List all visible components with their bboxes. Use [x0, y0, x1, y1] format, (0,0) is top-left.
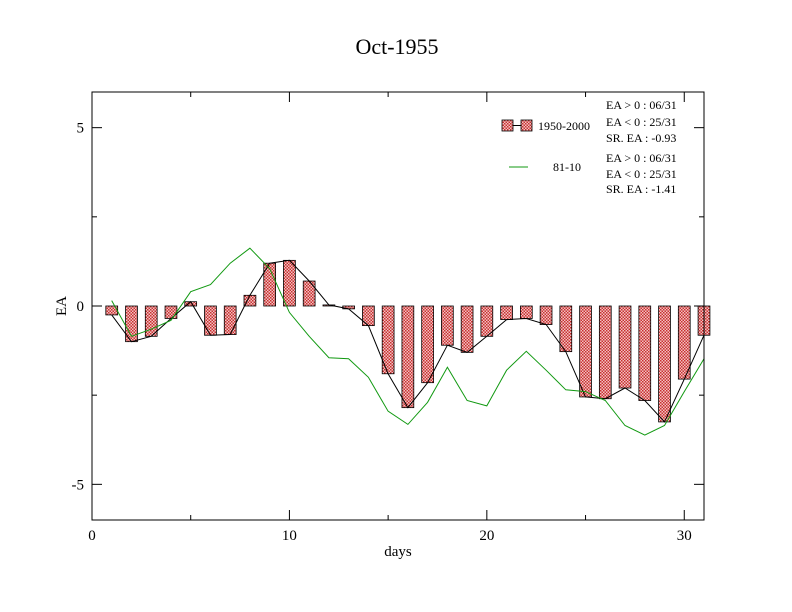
- x-tick-label-10: 10: [282, 528, 297, 544]
- stats-81-10-line1: EA > 0 : 06/31: [606, 151, 677, 165]
- bar-1950-2000-day-24: [559, 305, 573, 353]
- legend: 1950-2000 81-10 EA > 0 : 06/31 EA < 0 : …: [501, 98, 677, 196]
- stats-1950-2000-line3: SR. EA : -0.93: [606, 131, 676, 145]
- y-tick-label-5: 5: [77, 121, 85, 137]
- bar-1950-2000-day-30: [677, 305, 691, 380]
- legend-swatch-1950-2000-left: [501, 119, 514, 132]
- stats-1950-2000-line2: EA < 0 : 25/31: [606, 115, 677, 129]
- bar-1950-2000-day-19: [460, 305, 474, 353]
- x-tick-label-30: 30: [677, 528, 692, 544]
- bar-1950-2000-day-11: [302, 280, 316, 307]
- bar-1950-2000-day-18: [441, 305, 454, 346]
- legend-label-1950-2000: 1950-2000: [538, 119, 590, 133]
- legend-label-81-10: 81-10: [553, 160, 581, 174]
- stats-81-10-line3: SR. EA : -1.41: [606, 182, 676, 196]
- bar-1950-2000-day-16: [401, 305, 415, 409]
- bar-1950-2000-day-4: [164, 305, 178, 319]
- y-tick-label--5: -5: [72, 477, 85, 493]
- x-tick-label-0: 0: [88, 528, 96, 544]
- bar-1950-2000-day-20: [480, 305, 494, 337]
- bar-1950-2000-day-6: [204, 305, 217, 336]
- line-1950-2000: [111, 259, 705, 423]
- chart-title: Oct-1955: [355, 34, 438, 59]
- bar-1950-2000-day-23: [539, 305, 553, 325]
- bar-1950-2000-day-17: [421, 305, 434, 384]
- stats-1950-2000-line1: EA > 0 : 06/31: [606, 98, 677, 112]
- bar-1950-2000-day-22: [520, 305, 533, 319]
- x-tick-label-20: 20: [479, 528, 494, 544]
- stats-81-10-line2: EA < 0 : 25/31: [606, 167, 677, 181]
- line-81-10: [111, 247, 705, 436]
- bar-1950-2000-day-21: [500, 305, 513, 320]
- bar-1950-2000-day-25: [579, 305, 592, 398]
- bar-1950-2000-day-7: [223, 305, 237, 335]
- y-tick-label-0: 0: [77, 299, 85, 315]
- bar-1950-2000-day-27: [618, 305, 632, 389]
- bar-1950-2000-day-3: [144, 305, 158, 337]
- bar-1950-2000-day-29: [658, 305, 671, 423]
- x-axis-label: days: [384, 544, 412, 560]
- bar-1950-2000-day-10: [283, 259, 296, 307]
- y-axis-label: EA: [54, 296, 70, 316]
- bar-1950-2000-day-28: [638, 305, 652, 401]
- bar-1950-2000-day-26: [598, 305, 612, 400]
- legend-swatch-1950-2000-right: [520, 119, 533, 132]
